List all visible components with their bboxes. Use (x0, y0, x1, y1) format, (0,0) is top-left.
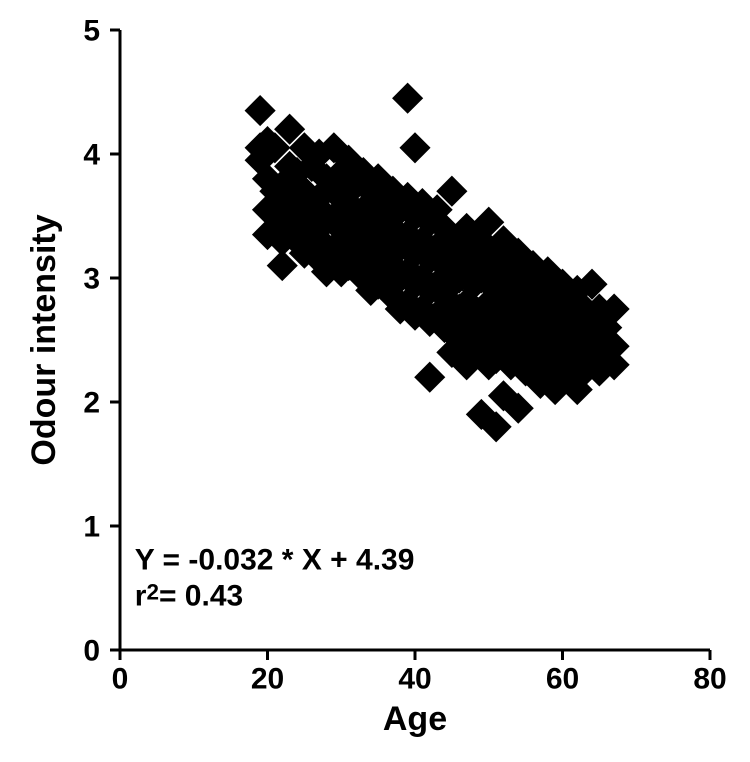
y-tick-label: 4 (83, 139, 100, 172)
scatter-chart: 0 20 40 60 80 0 1 2 3 4 5 Age Odour intensity Y = -0.… (0, 0, 750, 762)
x-tick-label: 80 (693, 663, 726, 696)
y-axis-label: Odour intensity (25, 214, 63, 465)
equation-text: Y = -0.032 * X + 4.39 (135, 543, 415, 576)
chart-svg: 0 20 40 60 80 0 1 2 3 4 5 Age Odour intensity Y = -0.… (0, 0, 750, 762)
x-tick-label: 20 (251, 663, 284, 696)
x-axis-label: Age (383, 700, 447, 738)
y-tick-label: 2 (83, 387, 100, 420)
y-tick-label: 3 (83, 263, 100, 296)
y-tick-label: 1 (83, 511, 100, 544)
x-tick-label: 60 (546, 663, 579, 696)
y-tick-label: 0 (83, 635, 100, 668)
x-tick-label: 40 (398, 663, 431, 696)
x-tick-label: 0 (112, 663, 129, 696)
y-tick-label: 5 (83, 15, 100, 48)
